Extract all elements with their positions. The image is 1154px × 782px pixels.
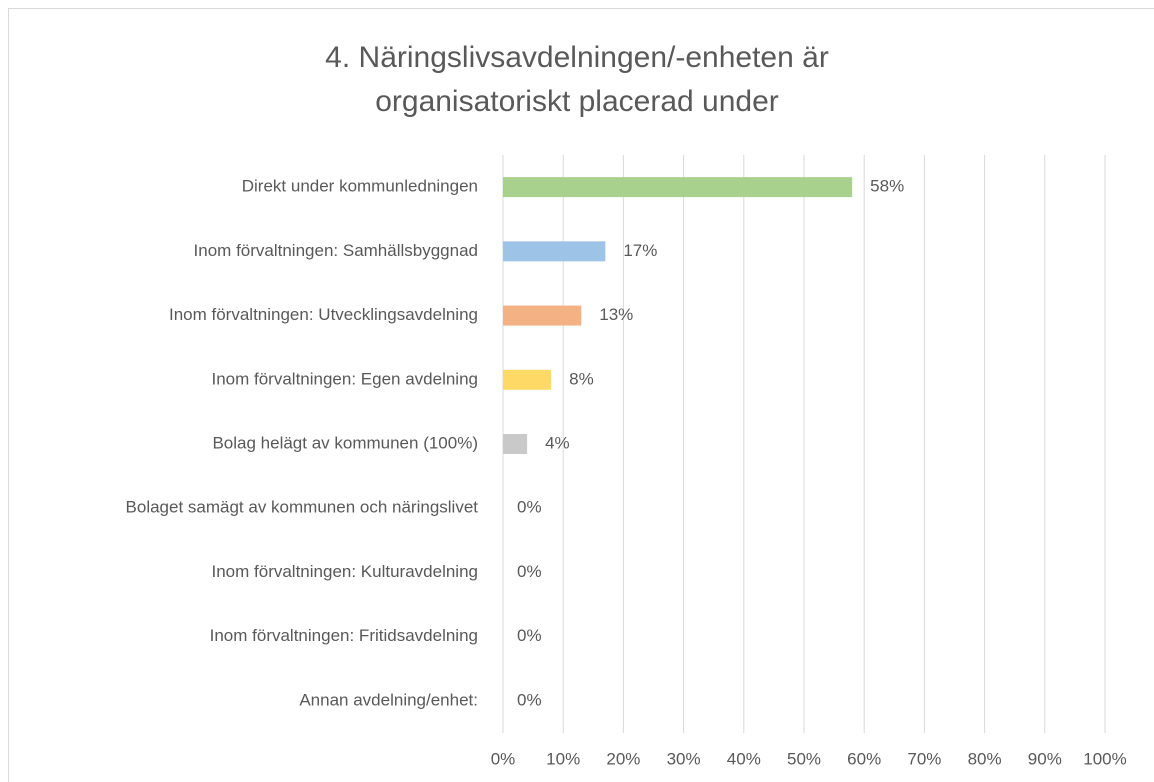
bar	[503, 305, 582, 326]
y-tick-label: Bolaget samägt av kommunen och näringsli…	[126, 498, 479, 517]
x-tick-label: 20%	[606, 749, 640, 768]
data-label: 17%	[623, 241, 657, 260]
data-label: 8%	[569, 369, 594, 388]
data-label: 0%	[517, 690, 542, 709]
data-label: 58%	[870, 177, 904, 196]
x-tick-label: 10%	[546, 749, 580, 768]
x-tick-label: 90%	[1028, 749, 1062, 768]
chart-border	[8, 8, 1154, 782]
chart-title: 4. Näringslivsavdelningen/-enheten är or…	[325, 41, 829, 118]
x-tick-label: 30%	[667, 749, 701, 768]
data-label: 4%	[545, 433, 570, 452]
bar	[503, 434, 528, 454]
y-tick-label: Inom förvaltningen: Samhällsbyggnad	[194, 241, 478, 260]
x-tick-label: 50%	[787, 749, 821, 768]
data-label: 0%	[517, 498, 542, 517]
x-tick-label: 80%	[968, 749, 1002, 768]
data-label: 13%	[599, 305, 633, 324]
x-tick-label: 100%	[1083, 749, 1126, 768]
x-tick-label: 60%	[847, 749, 881, 768]
y-tick-label: Inom förvaltningen: Utvecklingsavdelning	[169, 305, 478, 324]
x-tick-label: 0%	[491, 749, 516, 768]
x-tick-label: 40%	[727, 749, 761, 768]
x-tick-label: 70%	[907, 749, 941, 768]
y-tick-label: Inom förvaltningen: Kulturavdelning	[212, 562, 479, 581]
y-tick-label: Annan avdelning/enhet:	[299, 690, 478, 709]
bar	[503, 241, 606, 262]
data-label: 0%	[517, 562, 542, 581]
bar	[503, 369, 552, 390]
bar	[503, 177, 853, 198]
y-tick-label: Direkt under kommunledningen	[242, 177, 478, 196]
y-tick-label: Inom förvaltningen: Egen avdelning	[211, 369, 478, 388]
y-tick-label: Bolag helägt av kommunen (100%)	[212, 433, 478, 452]
y-tick-label: Inom förvaltningen: Fritidsavdelning	[210, 626, 478, 645]
data-label: 0%	[517, 626, 542, 645]
